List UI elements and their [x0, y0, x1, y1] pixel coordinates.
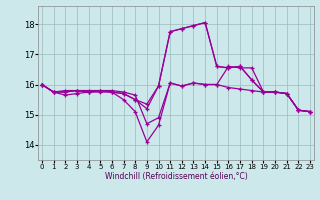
X-axis label: Windchill (Refroidissement éolien,°C): Windchill (Refroidissement éolien,°C)	[105, 172, 247, 181]
